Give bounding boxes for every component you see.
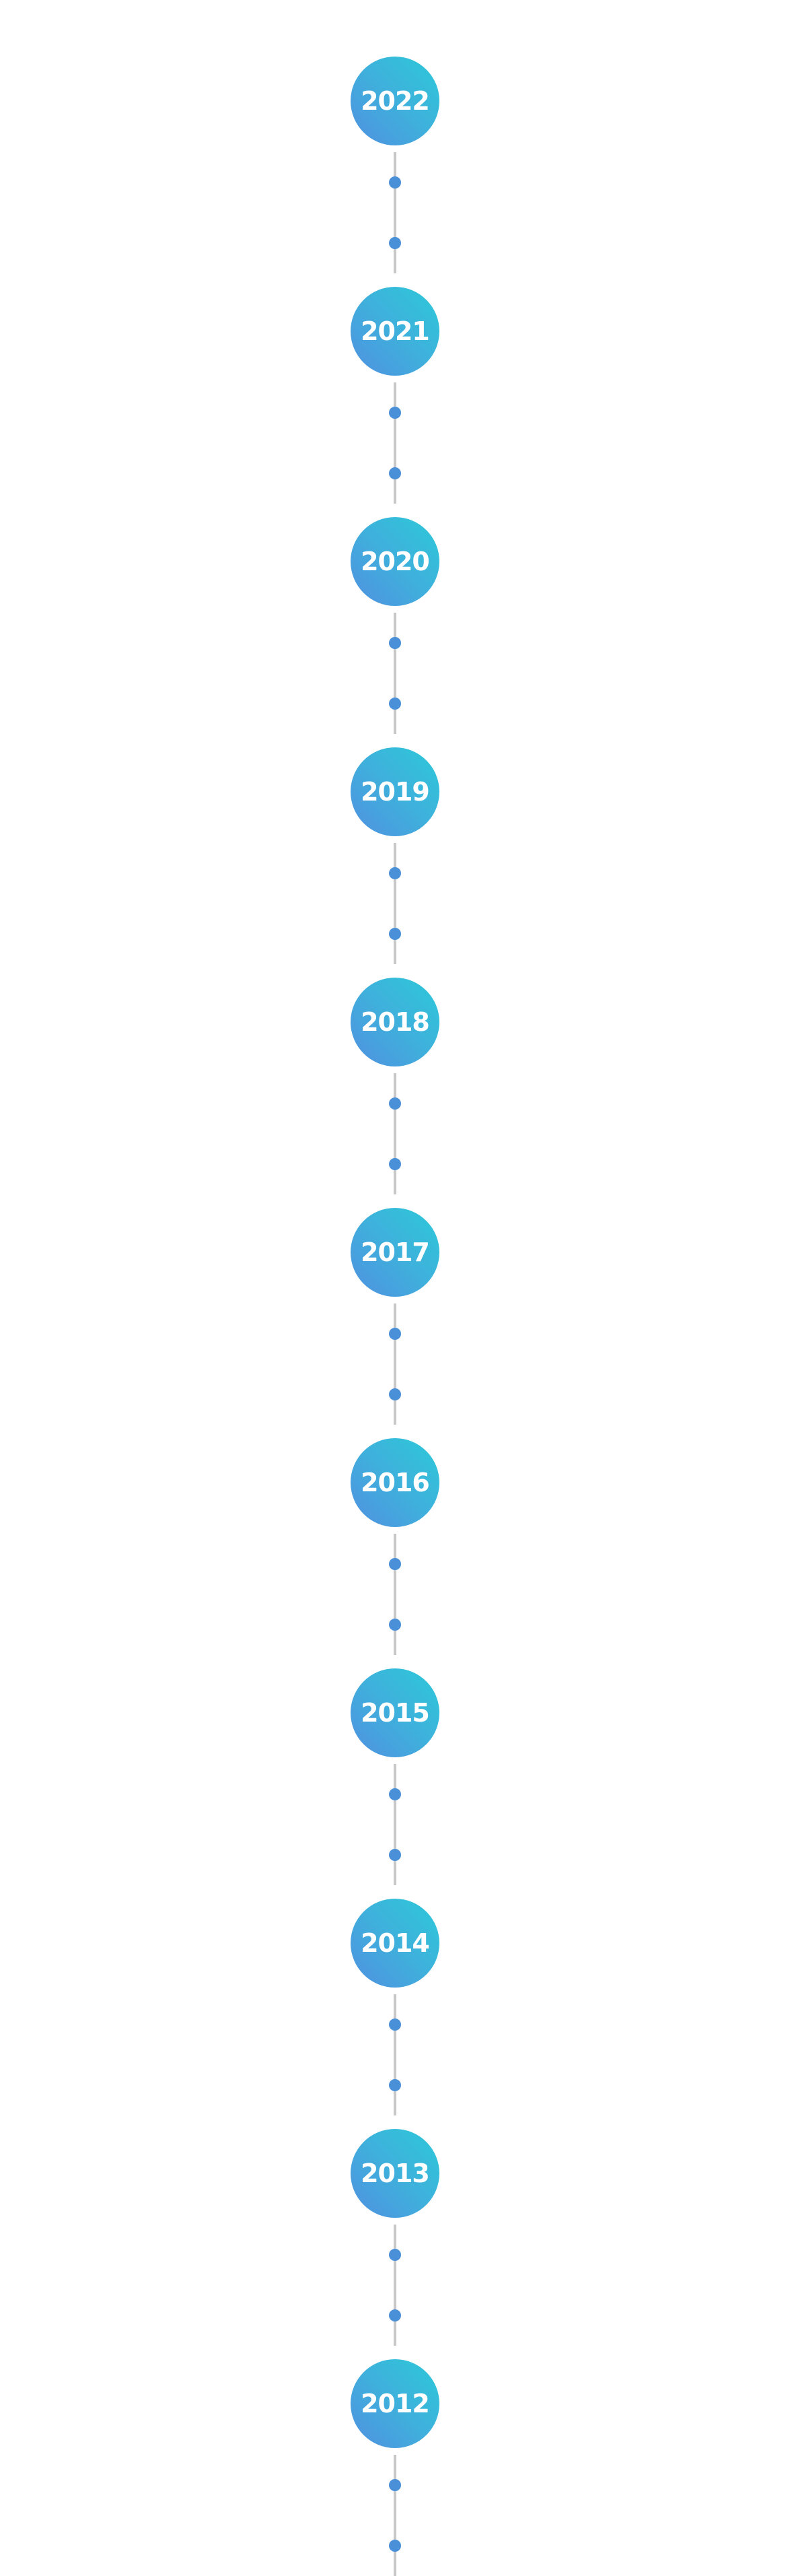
timeline-event-dot[interactable] (389, 637, 401, 649)
timeline-connector (394, 382, 396, 504)
timeline-connector (394, 613, 396, 734)
timeline-event-dot[interactable] (389, 176, 401, 189)
year-marker-2017[interactable]: 2017 (351, 1208, 439, 1297)
timeline-connector (394, 1764, 396, 1885)
timeline-connector (394, 1534, 396, 1655)
year-marker-2016[interactable]: 2016 (351, 1438, 439, 1527)
timeline-event-dot[interactable] (389, 1558, 401, 1570)
timeline-event-dot[interactable] (389, 698, 401, 710)
timeline-connector (394, 2225, 396, 2346)
timeline-event-dot[interactable] (389, 2540, 401, 2552)
timeline-event-dot[interactable] (389, 2249, 401, 2261)
timeline-event-dot[interactable] (389, 1097, 401, 1110)
timeline-event-dot[interactable] (389, 2019, 401, 2031)
timeline-event-dot[interactable] (389, 1158, 401, 1170)
year-marker-2012[interactable]: 2012 (351, 2359, 439, 2448)
timeline-event-dot[interactable] (389, 237, 401, 249)
timeline-event-dot[interactable] (389, 1849, 401, 1861)
timeline-event-dot[interactable] (389, 1619, 401, 1631)
timeline-event-dot[interactable] (389, 2079, 401, 2091)
year-marker-2013[interactable]: 2013 (351, 2129, 439, 2218)
timeline-connector (394, 1994, 396, 2115)
timeline-connector (394, 2455, 396, 2576)
timeline-connector (394, 1303, 396, 1425)
timeline-event-dot[interactable] (389, 1788, 401, 1800)
timeline-connector (394, 152, 396, 273)
year-marker-2015[interactable]: 2015 (351, 1668, 439, 1757)
timeline-event-dot[interactable] (389, 928, 401, 940)
timeline-event-dot[interactable] (389, 407, 401, 419)
year-marker-2020[interactable]: 2020 (351, 517, 439, 606)
year-marker-2021[interactable]: 2021 (351, 287, 439, 376)
timeline-connector (394, 843, 396, 964)
timeline-event-dot[interactable] (389, 2479, 401, 2491)
timeline-event-dot[interactable] (389, 1328, 401, 1340)
timeline-connector (394, 1073, 396, 1194)
timeline-event-dot[interactable] (389, 2309, 401, 2321)
timeline-event-dot[interactable] (389, 467, 401, 479)
year-marker-2018[interactable]: 2018 (351, 978, 439, 1066)
timeline-event-dot[interactable] (389, 867, 401, 879)
year-marker-2014[interactable]: 2014 (351, 1899, 439, 1988)
year-marker-2022[interactable]: 2022 (351, 57, 439, 145)
year-marker-2019[interactable]: 2019 (351, 747, 439, 836)
timeline-event-dot[interactable] (389, 1388, 401, 1400)
